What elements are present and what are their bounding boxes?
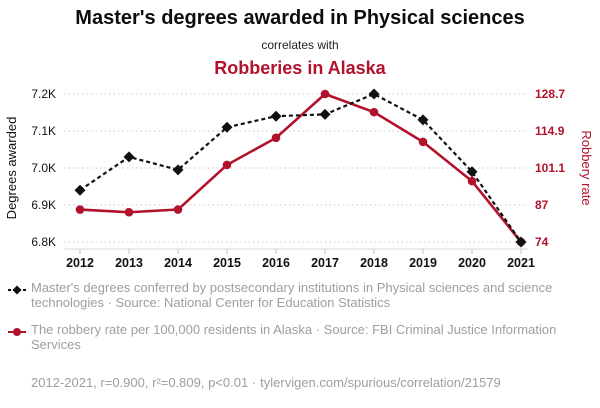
diamond-marker-icon <box>12 285 22 295</box>
data-point-diamond <box>515 236 527 248</box>
x-axis-tick-label: 2017 <box>311 256 339 270</box>
data-point-diamond <box>270 110 282 122</box>
data-point-circle <box>418 137 428 147</box>
legend: Master's degrees conferred by postsecond… <box>8 280 594 365</box>
x-axis-tick-label: 2014 <box>164 256 192 270</box>
correlation-stats: 2012-2021, r=0.900, r²=0.809, p<0.01 · <box>31 375 257 390</box>
source-link[interactable]: tylervigen.com/spurious/correlation/2157… <box>260 375 501 390</box>
data-point-circle <box>75 205 85 214</box>
data-point-diamond <box>368 88 380 100</box>
chart-header: Master's degrees awarded in Physical sci… <box>0 7 600 79</box>
circle-marker-icon <box>13 328 21 337</box>
data-point-circle <box>320 89 330 99</box>
data-point-circle <box>271 133 281 143</box>
series-line-degrees <box>79 92 522 243</box>
series-line-robbery <box>79 92 523 243</box>
page-title: Master's degrees awarded in Physical sci… <box>75 7 525 29</box>
right-axis-tick-label: 128.7 <box>535 87 565 101</box>
x-axis-tick-label: 2013 <box>115 256 143 270</box>
data-point-diamond <box>123 151 135 163</box>
left-axis-tick-label: 7.0K <box>31 161 56 175</box>
data-point-diamond <box>417 114 429 126</box>
left-axis-tick-label: 6.8K <box>31 235 56 249</box>
data-point-circle <box>222 160 232 170</box>
x-axis-tick-label: 2015 <box>213 256 241 270</box>
left-axis-tick-label: 7.1K <box>31 124 56 138</box>
x-axis-tick-label: 2012 <box>66 256 94 270</box>
right-axis-tick-label: 114.9 <box>535 124 565 138</box>
data-point-diamond <box>466 166 478 178</box>
data-point-diamond <box>221 121 233 133</box>
focus-title: Robberies in Alaska <box>214 58 386 78</box>
data-point-circle <box>173 205 183 214</box>
right-axis-tick-label: 101.1 <box>535 161 565 175</box>
degrees-series-icon <box>8 285 26 295</box>
legend-item-robbery: The robbery rate per 100,000 residents i… <box>8 322 594 352</box>
data-point-circle <box>124 207 134 217</box>
correlation-chart: 6.8K 74 6.9K 87 7.0K 101.1 7.1K 114.9 7.2K 128.7 2… <box>4 87 594 270</box>
x-axis-tick-label: 2018 <box>360 256 388 270</box>
left-axis-tick-label: 6.9K <box>31 198 56 212</box>
right-axis-label: Robbery rate <box>579 130 594 205</box>
left-axis-label: Degrees awarded <box>4 117 19 220</box>
data-point-circle <box>467 176 477 186</box>
data-point-diamond <box>172 164 184 176</box>
data-point-diamond <box>319 108 331 120</box>
legend-item-degrees: Master's degrees conferred by postsecond… <box>8 280 594 310</box>
x-axis-tick-label: 2019 <box>409 256 437 270</box>
robbery-series-icon <box>8 328 26 337</box>
right-axis-tick-label: 87 <box>535 198 549 212</box>
legend-text-robbery: The robbery rate per 100,000 residents i… <box>31 322 557 352</box>
right-axis-tick-label: 74 <box>535 235 549 249</box>
footer: 2012-2021, r=0.900, r²=0.809, p<0.01 · ty… <box>31 375 501 390</box>
legend-text-degrees: Master's degrees conferred by postsecond… <box>31 280 553 310</box>
x-axis-tick-label: 2016 <box>262 256 290 270</box>
x-axis-tick-label: 2021 <box>507 256 535 270</box>
correlates-with-label: correlates with <box>261 38 339 52</box>
data-point-diamond <box>74 184 86 196</box>
left-axis-tick-label: 7.2K <box>31 87 56 101</box>
data-point-circle <box>369 107 379 117</box>
x-axis-tick-label: 2020 <box>458 256 486 270</box>
